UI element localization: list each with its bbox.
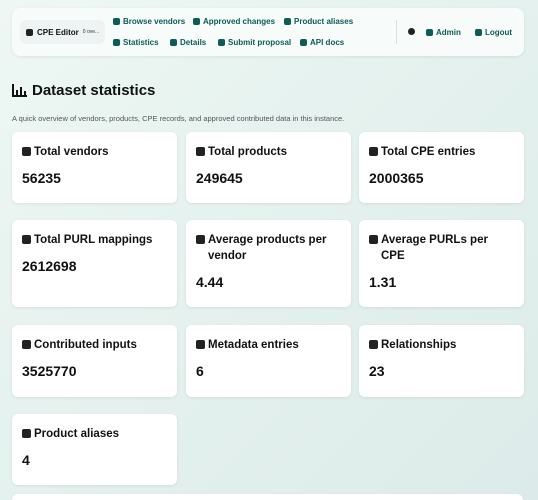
stat-value: 1.31 — [369, 274, 397, 290]
stat-card: Total products 249645 — [186, 132, 351, 203]
link-text: Details — [180, 38, 207, 47]
stat-value: 6 — [196, 363, 204, 379]
stat-label-text: Total CPE entries — [381, 146, 476, 158]
stat-label-text: Average PURLs per CPE — [381, 234, 488, 262]
title-text: Dataset statistics — [32, 82, 156, 99]
stat-label-text: Relationships — [381, 339, 457, 351]
stat-card: Average PURLs per CPE 1.31 — [359, 220, 524, 307]
link-text: Logout — [485, 28, 513, 37]
stat-label: Total products — [196, 144, 341, 160]
card-next — [12, 494, 523, 500]
stat-label-text: Total products — [208, 146, 288, 158]
stat-label: Total vendors — [22, 144, 167, 160]
stat-value: 249645 — [196, 170, 243, 186]
stat-card: Product aliases 4 — [12, 414, 177, 485]
link-text: Submit proposal — [228, 38, 292, 47]
link-text: Approved changes — [203, 17, 276, 26]
nav-link[interactable]: Product aliases — [284, 17, 353, 26]
stat-label: Product aliases — [22, 426, 167, 442]
stat-icon — [196, 340, 205, 349]
brand[interactable]: CPE Editor 0 ove... — [20, 20, 106, 44]
page-subtitle: A quick overview of vendors, products, C… — [12, 114, 345, 123]
stat-value: 2612698 — [22, 258, 77, 274]
nav-link[interactable]: Submit proposal — [218, 38, 291, 47]
stat-card: Total PURL mappings 2612698 — [12, 220, 177, 307]
stat-label-text: Contributed inputs — [34, 339, 137, 351]
stat-label: Metadata entries — [196, 337, 341, 353]
stat-value: 23 — [369, 363, 385, 379]
stat-value: 3525770 — [22, 363, 77, 379]
brand-name: CPE Editor — [37, 27, 79, 37]
theme-toggle[interactable] — [408, 28, 415, 35]
link-text: Product aliases — [294, 17, 354, 26]
stat-label: Average PURLs per CPE — [369, 232, 514, 264]
stat-value: 4.44 — [196, 274, 224, 290]
stat-icon — [196, 235, 205, 244]
stat-label-text: Total vendors — [34, 146, 109, 158]
stat-label-text: Average products per vendor — [208, 234, 327, 262]
nav-user[interactable]: Admin — [426, 28, 461, 37]
stat-card: Metadata entries 6 — [186, 325, 351, 397]
stat-card: Total CPE entries 2000365 — [359, 132, 524, 203]
link-text: Browse vendors — [123, 17, 186, 26]
stat-label-text: Product aliases — [34, 428, 120, 440]
stat-label: Contributed inputs — [22, 337, 167, 353]
stat-value: 4 — [22, 452, 30, 468]
stat-card: Relationships 23 — [359, 325, 524, 397]
stat-icon — [22, 235, 31, 244]
separator — [396, 20, 397, 44]
stat-label: Average products per vendor — [196, 232, 341, 264]
stat-icon — [22, 340, 31, 349]
stat-label: Relationships — [369, 337, 514, 353]
stat-label-text: Metadata entries — [208, 339, 299, 351]
heading-icon — [12, 84, 27, 97]
nav-logout[interactable]: Logout — [475, 28, 512, 37]
stat-card: Average products per vendor 4.44 — [186, 220, 351, 307]
stat-icon — [369, 340, 378, 349]
page-heading: Dataset statistics — [12, 82, 155, 99]
stat-value: 2000365 — [369, 170, 424, 186]
stat-icon — [22, 429, 31, 438]
stat-card: Total vendors 56235 — [12, 132, 177, 203]
nav-link[interactable]: Browse vendors — [113, 17, 185, 26]
link-text: Admin — [436, 28, 461, 37]
nav-link[interactable]: Statistics — [113, 38, 159, 47]
link-text: API docs — [310, 38, 345, 47]
navbar: CPE Editor 0 ove... Browse vendors Approv… — [12, 8, 524, 56]
nav-link[interactable]: Details — [170, 38, 206, 47]
stat-label: Total CPE entries — [369, 144, 514, 160]
link-text: Statistics — [123, 38, 159, 47]
stat-icon — [22, 147, 31, 156]
stat-icon — [369, 147, 378, 156]
stat-card: Contributed inputs 3525770 — [12, 325, 177, 397]
stat-icon — [196, 147, 205, 156]
version: 0 ove... — [82, 29, 100, 35]
stat-value: 56235 — [22, 170, 61, 186]
nav-link[interactable]: API docs — [300, 38, 344, 47]
nav-link[interactable]: Approved changes — [193, 17, 275, 26]
stat-icon — [369, 235, 378, 244]
stat-label-text: Total PURL mappings — [34, 234, 153, 246]
stat-label: Total PURL mappings — [22, 232, 167, 248]
